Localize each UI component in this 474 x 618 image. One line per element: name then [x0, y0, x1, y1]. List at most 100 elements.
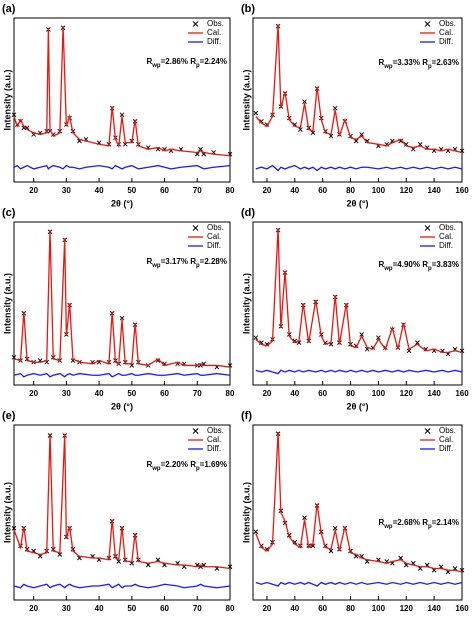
x-tick-label: 50: [127, 604, 136, 613]
annotation-part: R: [422, 260, 428, 269]
annotation-part: R: [190, 460, 196, 469]
x-tick-label: 80: [346, 186, 355, 195]
series-line: [255, 228, 463, 354]
annotation-part: R: [146, 257, 152, 266]
obs-point: [359, 332, 364, 337]
annotation-part: wp: [383, 266, 393, 272]
annotation-part: p: [428, 266, 432, 272]
x-tick-label: 80: [226, 604, 235, 613]
x-tick-label: 30: [62, 604, 71, 613]
obs-point: [398, 555, 404, 561]
legend-label: Cal.: [439, 28, 453, 37]
annotation: Rwp=4.90% Rp=3.83%: [378, 260, 459, 271]
plot-frame: [13, 221, 231, 386]
annotation-part: p: [196, 466, 200, 472]
obs-point: [259, 119, 264, 124]
obs-point: [57, 552, 63, 557]
legend-label: Diff.: [439, 444, 453, 453]
legend-label: Obs.: [439, 19, 456, 28]
legend-label: Obs.: [439, 426, 456, 435]
x-tick-label: 80: [226, 389, 235, 398]
annotation-part: p: [196, 63, 200, 69]
obs-point: [24, 125, 30, 131]
x-axis-label: 2θ (°): [111, 616, 133, 618]
annotation: Rwp=2.20% Rp=1.69%: [146, 460, 227, 471]
x-axis-label: 2θ (°): [347, 401, 369, 411]
obs-point: [253, 110, 259, 116]
panel-label: (d): [241, 207, 255, 219]
obs-point: [198, 146, 203, 152]
annotation-part: wp: [151, 263, 161, 269]
obs-point: [253, 529, 259, 535]
x-tick-label: 70: [193, 186, 202, 195]
plot-frame: [252, 424, 463, 601]
legend-label: Cal.: [439, 435, 453, 444]
annotation-part: =2.14%: [432, 518, 459, 527]
x-tick-label: 30: [62, 389, 71, 398]
annotation: Rwp=2.86% Rp=2.24%: [146, 57, 227, 68]
x-tick-label: 60: [318, 389, 327, 398]
annotation-part: =3.83%: [432, 260, 459, 269]
x-tick-label: 20: [262, 389, 271, 398]
x-tick-label: 120: [400, 186, 414, 195]
series-line: [13, 26, 231, 157]
series-line: [13, 164, 231, 170]
legend-marker: [192, 225, 199, 231]
y-axis-label: Intensity (a.u.): [2, 273, 12, 334]
panel-label: (c): [2, 207, 16, 219]
legend-marker: [424, 21, 431, 27]
legend-label: Obs.: [439, 223, 456, 232]
panel: (f) Intensity (a.u.) 2θ (°) 20 40 60 80 100 120 1…: [241, 410, 469, 618]
x-axis-label: 2θ (°): [347, 198, 369, 208]
x-tick-label: 20: [262, 604, 271, 613]
annotation-part: p: [428, 524, 432, 530]
x-tick-label: 100: [372, 604, 386, 613]
series-line: [255, 24, 463, 154]
annotation-part: =2.24%: [200, 57, 227, 66]
annotation-part: =2.20%: [161, 460, 191, 469]
x-tick-label: 140: [427, 186, 441, 195]
x-tick-label: 70: [193, 604, 202, 613]
annotation-part: wp: [151, 466, 161, 472]
x-axis-label: 2θ (°): [347, 616, 369, 618]
panel: (d) Intensity (a.u.) 2θ (°) 20 40 60 80 100 120 1…: [241, 207, 469, 411]
x-tick-label: 70: [193, 389, 202, 398]
obs-point: [332, 525, 338, 531]
panel: (a) Intensity (a.u.) 2θ (°) 20 30 40 50 60 70 80 O…: [2, 3, 235, 208]
obs-point: [328, 133, 334, 139]
series-line: [255, 164, 463, 172]
obs-point: [415, 340, 420, 345]
x-tick-label: 80: [226, 186, 235, 195]
obs-point: [37, 553, 43, 559]
x-tick-label: 80: [346, 389, 355, 398]
legend-label: Obs.: [207, 426, 224, 435]
legend-label: Cal.: [207, 28, 221, 37]
annotation-part: =2.86%: [161, 57, 191, 66]
legend-label: Obs.: [207, 223, 224, 232]
y-axis-label: Intensity (a.u.): [241, 69, 251, 130]
obs-point: [292, 122, 298, 127]
obs-point: [119, 112, 125, 118]
x-tick-label: 80: [346, 604, 355, 613]
series-line: [13, 230, 231, 368]
annotation-part: =2.28%: [200, 257, 227, 266]
panel: (e) Intensity (a.u.) 2θ (°) 20 30 40 50 60 70 80 O…: [2, 410, 235, 618]
x-tick-label: 40: [290, 389, 299, 398]
obs-point: [332, 105, 338, 111]
annotation-part: wp: [383, 524, 393, 530]
x-tick-label: 50: [127, 389, 136, 398]
legend-label: Diff.: [207, 444, 221, 453]
obs-point: [259, 340, 264, 345]
annotation-part: R: [378, 518, 384, 527]
x-tick-label: 40: [95, 604, 104, 613]
annotation-part: p: [428, 64, 432, 70]
plot-frame: [252, 17, 463, 183]
x-tick-label: 60: [160, 389, 169, 398]
obs-point: [353, 138, 359, 144]
plot-frame: [13, 424, 231, 601]
panel-label: (a): [2, 3, 16, 15]
obs-point: [328, 548, 334, 554]
legend-label: Cal.: [439, 232, 453, 241]
annotation-part: R: [146, 57, 152, 66]
x-tick-label: 160: [455, 186, 469, 195]
